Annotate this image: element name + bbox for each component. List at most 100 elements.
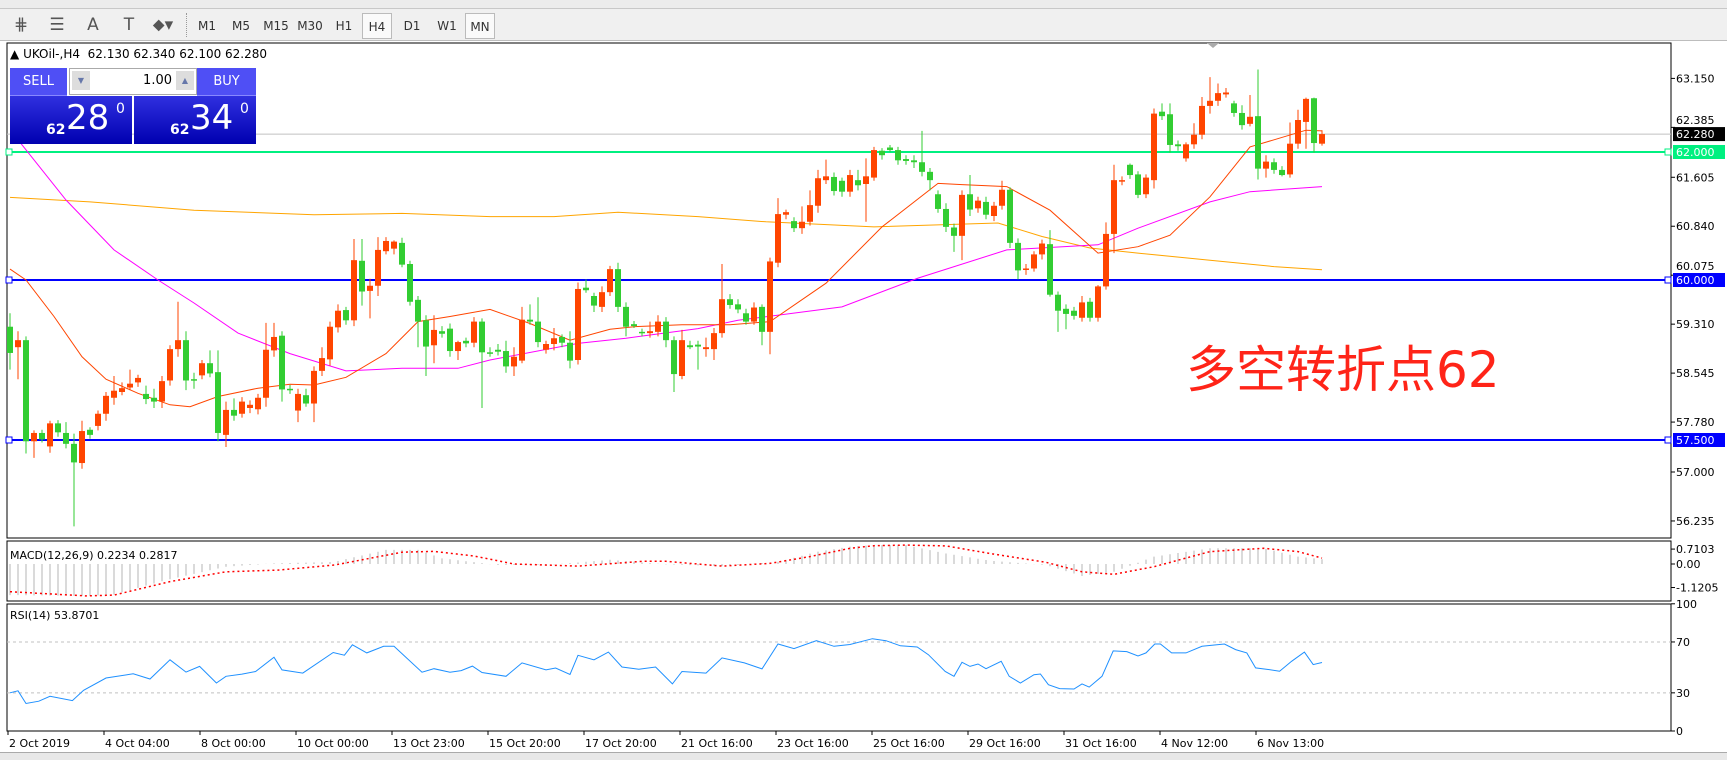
candle-bullish xyxy=(119,388,125,392)
candle-bullish xyxy=(1111,180,1117,234)
candle-bearish xyxy=(855,180,861,186)
chart-annotation-text[interactable]: 多空转折点62 xyxy=(1186,341,1500,399)
candle-bearish xyxy=(615,269,621,307)
buy-button[interactable]: BUY xyxy=(197,68,256,96)
candle-bearish xyxy=(887,147,893,151)
timeframe-w1-button[interactable]: W1 xyxy=(437,19,457,33)
candle-bullish xyxy=(1303,98,1309,122)
candle-bearish xyxy=(951,227,957,236)
timeframe-d1-button[interactable]: D1 xyxy=(403,19,421,33)
price-axis-label: 62.385 xyxy=(1676,114,1715,127)
candle-bearish xyxy=(839,180,845,192)
candle-bearish xyxy=(183,340,189,381)
candle-bullish xyxy=(247,404,253,408)
price-axis-label: 59.310 xyxy=(1676,318,1715,331)
candle-bullish xyxy=(1119,180,1125,182)
grid-e-icon[interactable]: ⋕ xyxy=(13,15,29,35)
time-axis-label: 29 Oct 16:00 xyxy=(969,737,1041,750)
candle-bullish xyxy=(871,150,877,178)
candle-bearish xyxy=(967,194,973,210)
candle-bullish xyxy=(175,340,181,350)
timeframe-m30-button[interactable]: M30 xyxy=(297,19,323,33)
candle-bearish xyxy=(1159,111,1165,117)
sell-price-button[interactable]: 62 28 0 xyxy=(10,96,132,144)
candle-bullish xyxy=(1031,254,1037,269)
macd-axis-label: 0.7103 xyxy=(1676,543,1715,556)
candle-bearish xyxy=(487,352,493,354)
candle-bearish xyxy=(735,304,741,310)
candle-bearish xyxy=(1167,114,1173,145)
horizontal-line-price-label: 62.000 xyxy=(1676,146,1715,159)
candle-bullish xyxy=(167,349,173,381)
macd-axis-label: 0.00 xyxy=(1676,558,1701,571)
candle-bearish xyxy=(567,342,573,361)
macd-axis-label: -1.1205 xyxy=(1676,582,1718,595)
arrows-dropdown-icon[interactable]: ⬥▾ xyxy=(152,15,174,35)
sell-price-fraction: 0 xyxy=(116,101,125,117)
collapse-arrow-icon[interactable]: ▲ xyxy=(10,47,20,61)
price-series-group xyxy=(7,69,1325,527)
lot-size-input[interactable] xyxy=(94,71,172,90)
candle-bearish xyxy=(591,296,597,306)
time-axis-label: 10 Oct 00:00 xyxy=(297,737,369,750)
candle-bearish xyxy=(631,324,637,327)
candle-bearish xyxy=(911,160,917,163)
candle-bullish xyxy=(1151,113,1157,181)
candle-bearish xyxy=(695,344,701,347)
candle-bullish xyxy=(1287,143,1293,175)
buy-price-pips: 34 xyxy=(190,98,234,138)
candle-bullish xyxy=(1295,120,1301,144)
line-handle-icon xyxy=(1664,436,1672,444)
timeframe-h4-button[interactable]: H4 xyxy=(362,13,392,39)
candle-bullish xyxy=(471,321,477,343)
candle-bullish xyxy=(111,390,117,398)
candle-bullish xyxy=(1103,233,1109,287)
text-a-icon[interactable]: A xyxy=(87,15,99,35)
candle-bullish xyxy=(255,397,261,410)
timeframe-m1-button[interactable]: M1 xyxy=(198,19,216,33)
candle-bullish xyxy=(1023,268,1029,270)
candle-bearish xyxy=(1015,242,1021,271)
candle-bearish xyxy=(935,194,941,209)
candle-bearish xyxy=(903,159,909,161)
rsi-panel xyxy=(6,603,1672,732)
timeframe-h1-button[interactable]: H1 xyxy=(335,19,353,33)
candle-bearish xyxy=(1063,308,1069,314)
timeframe-m15-button[interactable]: M15 xyxy=(263,19,289,33)
candle-bearish xyxy=(527,319,533,322)
candle-bearish xyxy=(39,432,45,440)
buy-price-button[interactable]: 62 34 0 xyxy=(134,96,256,144)
line-handle-icon xyxy=(1664,276,1672,284)
time-axis-label: 4 Oct 04:00 xyxy=(105,737,170,750)
candle-bearish xyxy=(463,340,469,344)
candle-bullish xyxy=(775,214,781,263)
timeframe-m5-button[interactable]: M5 xyxy=(232,19,250,33)
increase-lot-icon[interactable]: ▲ xyxy=(176,71,194,90)
candle-bullish xyxy=(999,189,1005,206)
current-price-label: 62.280 xyxy=(1676,128,1715,141)
time-axis-label: 31 Oct 16:00 xyxy=(1065,737,1137,750)
candle-bearish xyxy=(623,306,629,327)
moving-average-fast-line xyxy=(9,129,1323,408)
text-label-t-icon[interactable]: T xyxy=(123,15,135,35)
main-toolbar-top-row xyxy=(0,0,1727,9)
candle-bearish xyxy=(23,340,29,442)
sell-button[interactable]: SELL xyxy=(10,68,67,96)
decrease-lot-icon[interactable]: ▼ xyxy=(72,71,90,90)
candle-bearish xyxy=(919,162,925,172)
candle-bullish xyxy=(1191,134,1197,145)
candle-bearish xyxy=(1135,174,1141,195)
timeframe-mn-button[interactable]: MN xyxy=(465,13,495,39)
candle-bearish xyxy=(415,299,421,322)
candle-bullish xyxy=(543,344,549,350)
line-handle-icon xyxy=(5,148,13,156)
candle-bearish xyxy=(71,443,77,463)
rsi-axis-label: 70 xyxy=(1676,636,1690,649)
candle-bearish xyxy=(1087,301,1093,318)
fibonacci-f-icon[interactable]: ☰ xyxy=(49,15,65,35)
ohlc-values: 62.130 62.340 62.100 62.280 xyxy=(87,47,268,61)
macd-indicator-label: MACD(12,26,9) 0.2234 0.2817 xyxy=(10,549,178,562)
moving-average-slow-line xyxy=(9,196,1323,271)
candle-bullish xyxy=(1263,161,1269,169)
